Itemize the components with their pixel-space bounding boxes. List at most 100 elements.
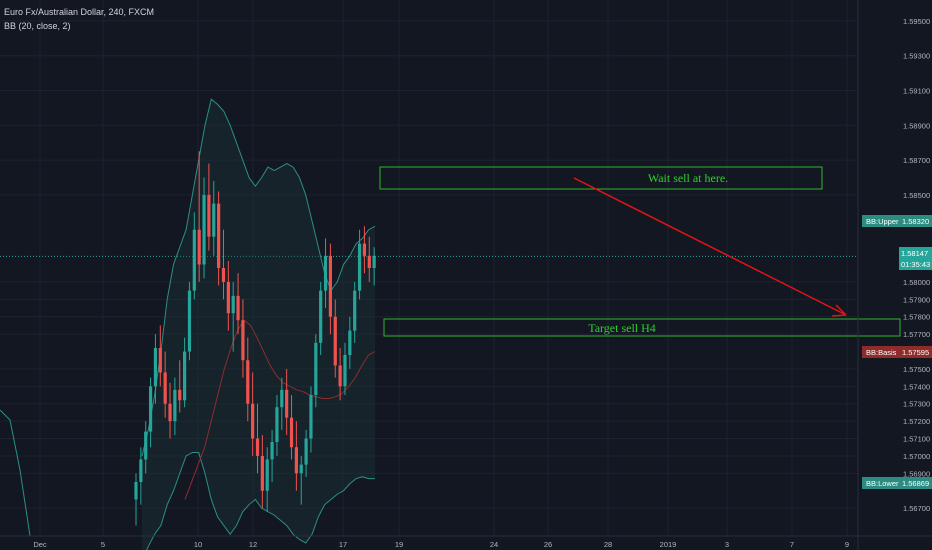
- candle-body: [314, 342, 318, 396]
- chart-grid: [0, 0, 858, 536]
- chart-legend: Euro Fx/Australian Dollar, 240, FXCM BB …: [4, 5, 154, 33]
- price-tick-label: 1.59100: [903, 86, 930, 95]
- candle-body: [280, 389, 284, 408]
- price-tick-label: 1.57500: [903, 365, 930, 374]
- price-tick-label: 1.57300: [903, 400, 930, 409]
- bb-basis-badge: BB:Basis 1.57595: [862, 346, 932, 358]
- candle-body: [294, 447, 298, 474]
- time-tick-label: 2019: [660, 540, 677, 549]
- candle-body: [275, 407, 279, 443]
- candle-body: [202, 194, 206, 265]
- wait-sell-zone[interactable]: [379, 166, 823, 190]
- symbol-title[interactable]: Euro Fx/Australian Dollar, 240, FXCM: [4, 7, 155, 17]
- candle-body: [362, 243, 367, 256]
- price-tick-label: 1.57000: [903, 452, 930, 461]
- candle-body: [299, 464, 303, 474]
- bb-upper-badge-value: 1.58320: [902, 217, 929, 226]
- candle-body: [148, 386, 153, 432]
- time-tick-label: 5: [101, 540, 105, 549]
- bb-lower-badge: BB:Lower 1.56869: [862, 477, 932, 489]
- time-tick-label: Dec: [33, 540, 47, 549]
- candle-body: [241, 320, 245, 361]
- bb-prev-band-line: [0, 409, 31, 537]
- candle-body: [348, 330, 352, 356]
- price-tick-label: 1.57700: [903, 330, 930, 339]
- bb-basis-badge-value: 1.57595: [902, 348, 929, 357]
- time-tick-label: 28: [604, 540, 612, 549]
- drawings[interactable]: Wait sell at here. Target sell H4: [379, 166, 901, 337]
- price-tick-label: 1.59300: [903, 52, 930, 61]
- price-tick-label: 1.57900: [903, 295, 930, 304]
- candle-body: [197, 229, 201, 265]
- candle-body: [231, 295, 235, 314]
- candle-body: [173, 389, 177, 422]
- candle-body: [338, 365, 342, 387]
- price-tick-label: 1.57200: [903, 417, 930, 426]
- candle-body: [265, 459, 269, 491]
- candle-body: [134, 482, 138, 500]
- candle-body: [144, 431, 148, 460]
- time-tick-label: 9: [845, 540, 849, 549]
- last-price-badge: 1.58147 01:35:43: [899, 247, 932, 270]
- candle-body: [163, 372, 167, 404]
- candle-body: [333, 316, 337, 366]
- candle-body: [319, 290, 323, 343]
- target-sell-label: Target sell H4: [588, 321, 656, 335]
- candle-body: [251, 403, 255, 439]
- bb-upper-badge-label: BB:Upper: [866, 217, 899, 226]
- bb-basis-line: [184, 319, 376, 500]
- sell-arrow-line[interactable]: [573, 177, 847, 316]
- time-tick-label: 10: [194, 540, 202, 549]
- candle-body: [212, 203, 216, 237]
- candle-body: [367, 255, 371, 268]
- price-tick-label: 1.56700: [903, 504, 930, 513]
- candle-body: [255, 438, 260, 456]
- price-tick-label: 1.58500: [903, 191, 930, 200]
- time-tick-label: 3: [725, 540, 729, 549]
- time-tick-label: 12: [249, 540, 257, 549]
- candle-body: [260, 455, 264, 491]
- time-tick-label: 17: [339, 540, 347, 549]
- price-tick-label: 1.59500: [903, 17, 930, 26]
- candle-body: [187, 290, 192, 352]
- last-price-value: 1.58147: [901, 249, 928, 258]
- indicator-title[interactable]: BB (20, close, 2): [4, 21, 71, 31]
- price-tick-label: 1.57800: [903, 313, 930, 322]
- time-tick-label: 26: [544, 540, 552, 549]
- candle-body: [158, 348, 162, 373]
- candle-body: [285, 389, 289, 418]
- candle-body: [343, 355, 347, 387]
- candle-body: [153, 348, 158, 387]
- bb-lower-line: [146, 451, 375, 550]
- candle-body: [304, 438, 308, 465]
- candle-body: [139, 459, 143, 483]
- candle-body: [178, 389, 182, 401]
- band-fill: [142, 99, 375, 550]
- price-tick-label: 1.56900: [903, 469, 930, 478]
- candle-body: [236, 295, 240, 321]
- candle-body: [183, 351, 187, 401]
- bb-upper-line: [141, 98, 376, 457]
- candle-body: [289, 417, 294, 448]
- time-tick-label: 19: [395, 540, 403, 549]
- candle-body: [328, 255, 332, 317]
- candle-body: [353, 290, 357, 331]
- candle-body: [207, 194, 211, 237]
- price-tick-label: 1.58000: [903, 278, 930, 287]
- candle-body: [221, 268, 226, 282]
- bb-lower-badge-value: 1.56869: [902, 479, 929, 488]
- bb-upper-badge: BB:Upper 1.58320: [862, 215, 932, 227]
- time-axis[interactable]: Dec 5 10 12 17 19 24 26 28 2019 3 7 9: [33, 540, 849, 549]
- candle-body: [192, 229, 196, 291]
- sell-arrow-head: [831, 304, 847, 317]
- price-tick-label: 1.58700: [903, 156, 930, 165]
- candle-body: [372, 255, 376, 268]
- target-sell-zone[interactable]: [383, 318, 901, 337]
- candle-body: [168, 403, 172, 422]
- price-tick-label: 1.57400: [903, 382, 930, 391]
- time-tick-label: 7: [790, 540, 794, 549]
- candle-body: [323, 255, 328, 291]
- candle-body: [226, 281, 230, 314]
